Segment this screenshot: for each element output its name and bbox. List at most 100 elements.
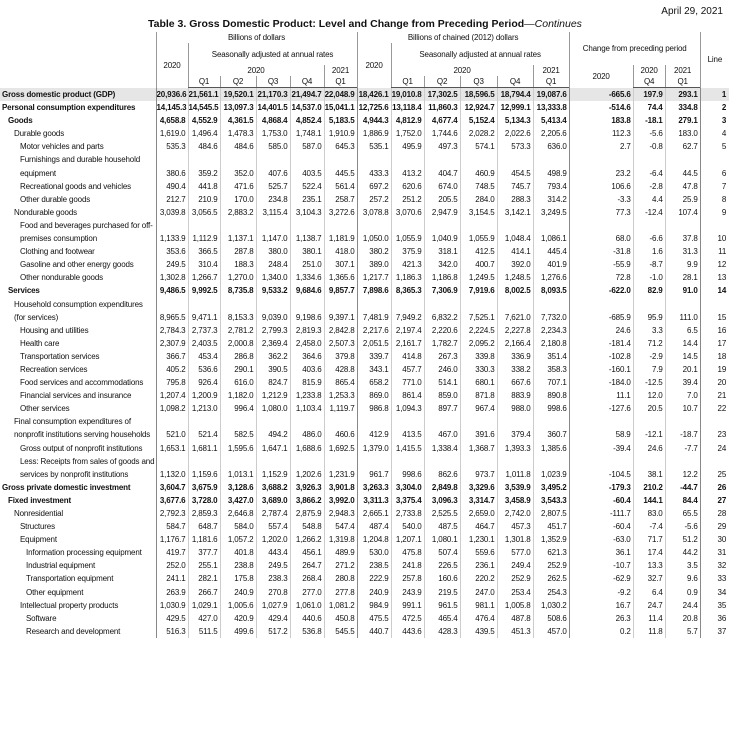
header-quarter: Q2	[423, 76, 461, 88]
value-cell: 74.4	[632, 101, 666, 115]
value-cell: 11,860.3	[423, 101, 461, 115]
value-cell: 170.0	[219, 192, 256, 206]
value-cell: 7,525.1	[459, 297, 498, 324]
date: April 29, 2021	[661, 6, 723, 17]
value-cell: 112.3	[568, 127, 634, 141]
line-number: 36	[699, 611, 729, 625]
value-cell: -160.1	[568, 362, 634, 377]
value-cell: 175.8	[219, 572, 256, 586]
value-cell: 362.2	[255, 349, 290, 363]
value-cell: 4,361.5	[219, 114, 256, 128]
value-cell: 9,684.6	[289, 284, 324, 298]
value-cell: -184.0	[568, 376, 634, 390]
row-label: Goods	[8, 116, 33, 126]
value-cell: 859.0	[423, 389, 461, 403]
value-cell: 19,010.8	[390, 87, 425, 102]
value-cell: 577.0	[496, 546, 534, 560]
value-cell: 1,248.5	[496, 271, 534, 285]
value-cell: 1,119.7	[323, 402, 358, 416]
value-cell: 279.1	[664, 114, 701, 128]
value-cell: 249.4	[496, 559, 534, 573]
value-cell: -622.0	[568, 284, 634, 298]
value-cell: 379.8	[323, 349, 358, 363]
value-cell: 536.8	[289, 624, 324, 638]
value-cell: 39.4	[664, 376, 701, 390]
value-cell: 427.0	[187, 611, 220, 625]
header-year: 2020	[356, 43, 392, 88]
value-cell: 508.6	[532, 611, 570, 625]
value-cell: 487.5	[423, 520, 461, 534]
value-cell: 3,128.6	[219, 480, 256, 494]
value-cell: 1,159.6	[187, 454, 220, 481]
value-cell: 8,093.5	[532, 284, 570, 298]
value-cell: 1,132.0	[155, 454, 188, 481]
value-cell: 403.6	[289, 362, 324, 377]
value-cell: 1,782.7	[423, 336, 461, 350]
row-label: Final consumption expenditures of nonpro…	[14, 417, 151, 440]
value-cell: -31.8	[568, 245, 634, 259]
value-cell: 429.5	[155, 611, 188, 625]
value-cell: 257.2	[356, 192, 392, 206]
value-cell: 106.6	[568, 179, 634, 193]
table-body: Gross domestic product (GDP) 20,936.6 21,5…	[0, 87, 729, 638]
value-cell: 266.7	[187, 585, 220, 599]
value-cell: 1,027.9	[255, 598, 290, 612]
value-cell: 861.4	[390, 389, 425, 403]
value-cell: 869.0	[356, 389, 392, 403]
row-label: Equipment	[20, 535, 57, 545]
value-cell: 17,302.5	[423, 87, 461, 102]
value-cell: 8,153.3	[219, 297, 256, 324]
row-label: Transportation equipment	[26, 574, 114, 584]
value-cell: 241.8	[390, 559, 425, 573]
value-cell: 457.3	[496, 520, 534, 534]
value-cell: 391.6	[459, 415, 498, 442]
value-cell: 1,748.1	[289, 127, 324, 141]
value-cell: 996.4	[219, 402, 256, 416]
table-row: Food services and accommodations 795.8 926…	[0, 376, 729, 390]
value-cell: 95.9	[632, 297, 666, 324]
value-cell: 967.4	[459, 402, 498, 416]
value-cell: 2.7	[568, 140, 634, 154]
value-cell: 4,812.9	[390, 114, 425, 128]
value-cell: 535.3	[155, 140, 188, 154]
value-cell: 330.3	[459, 362, 498, 377]
value-cell: 271.2	[323, 559, 358, 573]
value-cell: 267.3	[423, 349, 461, 363]
value-cell: 13.3	[632, 559, 666, 573]
value-cell: 420.9	[219, 611, 256, 625]
value-cell: 489.9	[323, 546, 358, 560]
row-label: Household consumption expenditures (for …	[14, 299, 143, 322]
value-cell: 247.0	[459, 585, 498, 599]
value-cell: 824.7	[255, 376, 290, 390]
value-cell: 183.8	[568, 114, 634, 128]
value-cell: 20,936.6	[155, 87, 188, 102]
value-cell: 277.0	[289, 585, 324, 599]
value-cell: -60.4	[568, 493, 634, 507]
value-cell: 986.8	[356, 402, 392, 416]
value-cell: 212.7	[155, 192, 188, 206]
value-cell: 20.5	[632, 402, 666, 416]
value-cell: 1,249.5	[459, 271, 498, 285]
table-row: Final consumption expenditures of nonpro…	[0, 415, 729, 442]
value-cell: 1,752.0	[390, 127, 425, 141]
value-cell: 15,041.1	[323, 101, 358, 115]
value-cell: -10.7	[568, 559, 634, 573]
value-cell: 251.2	[390, 192, 425, 206]
table-row: Information processing equipment 419.7 377…	[0, 546, 729, 560]
value-cell: 445.4	[532, 245, 570, 259]
value-cell: 1,050.0	[356, 218, 392, 246]
line-number: 18	[699, 349, 729, 363]
value-cell: 1,086.1	[532, 218, 570, 246]
value-cell: 2,095.2	[459, 336, 498, 350]
table-row: Durable goods 1,619.0 1,496.4 1,478.3 1,753.…	[0, 127, 729, 141]
value-cell: 3,543.3	[532, 493, 570, 507]
value-cell: 525.7	[255, 179, 290, 193]
value-cell: 288.3	[496, 192, 534, 206]
value-cell: 407.6	[255, 153, 290, 180]
value-cell: 71.7	[632, 533, 666, 547]
value-cell: 286.8	[219, 349, 256, 363]
row-label: Research and development	[26, 626, 121, 636]
value-cell: 264.7	[289, 559, 324, 573]
value-cell: 2,883.2	[219, 205, 256, 219]
header-year: 2020	[632, 65, 666, 76]
